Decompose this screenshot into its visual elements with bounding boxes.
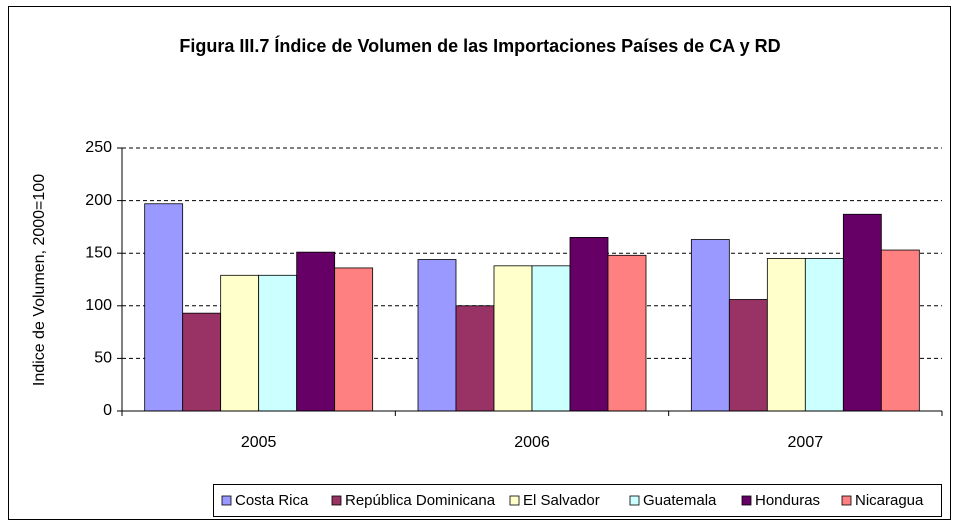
x-tick-label: 2007 (788, 434, 824, 451)
bar (144, 203, 184, 412)
chart-title: Figura III.7 Índice de Volumen de las Im… (179, 36, 781, 56)
legend-label: Costa Rica (235, 492, 309, 509)
legend-swatch (509, 495, 520, 506)
legend-swatch (741, 495, 752, 506)
y-tick-label: 200 (85, 192, 112, 209)
x-tick-label: 2006 (514, 434, 550, 451)
bar (334, 267, 374, 412)
y-axis-label: Indice de Volumen, 2000=100 (31, 174, 48, 386)
legend-swatch (221, 495, 232, 506)
legend-label: Nicaragua (855, 492, 924, 509)
legend-label: Honduras (755, 492, 820, 509)
bar (804, 258, 844, 412)
y-tick-label: 250 (85, 139, 112, 156)
bar (220, 274, 260, 412)
bar (728, 299, 768, 412)
bar (607, 254, 647, 412)
legend-label: República Dominicana (345, 492, 496, 509)
bar (258, 274, 298, 412)
frame-border (8, 6, 951, 520)
bar (569, 237, 609, 412)
y-tick-label: 150 (85, 244, 112, 261)
bar (531, 265, 571, 412)
y-tick-label: 100 (85, 297, 112, 314)
legend-label: El Salvador (523, 492, 600, 509)
bar (766, 258, 806, 412)
bar (493, 265, 533, 412)
bar (296, 251, 336, 412)
bar (842, 213, 882, 412)
x-tick-label: 2005 (241, 434, 277, 451)
y-tick-label: 0 (103, 402, 112, 419)
bar (690, 239, 730, 412)
bar (182, 312, 222, 412)
legend-swatch (841, 495, 852, 506)
legend-label: Guatemala (643, 492, 717, 509)
legend-swatch (629, 495, 640, 506)
bar (880, 249, 920, 412)
bar (455, 305, 495, 412)
legend-swatch (331, 495, 342, 506)
bar (417, 259, 457, 412)
y-tick-label: 50 (94, 350, 112, 367)
